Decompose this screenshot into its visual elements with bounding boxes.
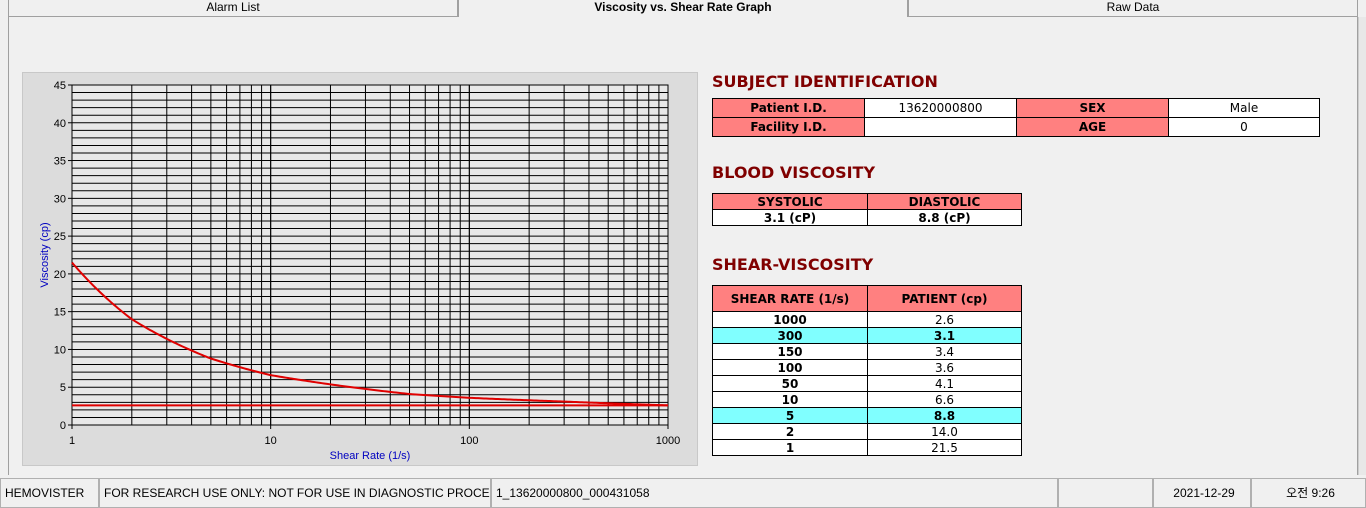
patient-value-cell: 3.1 xyxy=(867,327,1022,344)
y-tick-label: 30 xyxy=(54,193,66,205)
tab-alarm-list[interactable]: Alarm List xyxy=(8,0,458,17)
diastolic-label: DIASTOLIC xyxy=(867,193,1022,210)
plot-area xyxy=(71,84,669,426)
table-row: 1 21.5 xyxy=(712,439,1022,456)
status-time: 오전 9:26 xyxy=(1251,478,1366,508)
sex-label: SEX xyxy=(1016,98,1169,118)
tab-raw-data[interactable]: Raw Data xyxy=(908,0,1358,17)
y-axis-label: Viscosity (cp) xyxy=(39,222,51,287)
systolic-value: 3.1 (cP) xyxy=(712,209,868,226)
patient-value-cell: 14.0 xyxy=(867,423,1022,440)
y-tick-label: 0 xyxy=(60,420,66,432)
status-notice: FOR RESEARCH USE ONLY: NOT FOR USE IN DI… xyxy=(99,478,491,508)
patient-value-cell: 3.4 xyxy=(867,343,1022,360)
series-line xyxy=(71,261,669,407)
shear-rate-cell: 100 xyxy=(712,359,868,376)
table-row: 150 3.4 xyxy=(712,343,1022,360)
y-tick-label: 10 xyxy=(54,344,66,356)
age-value: 0 xyxy=(1168,117,1320,137)
patient-value-cell: 6.6 xyxy=(867,391,1022,408)
patient-value-cell: 21.5 xyxy=(867,439,1022,456)
subject-table: Patient I.D. 13620000800 SEX Male Facility … xyxy=(712,98,1320,137)
patient-value-cell: 2.6 xyxy=(867,311,1022,328)
y-tick-label: 15 xyxy=(54,307,66,319)
tab-bar: Alarm List Viscosity vs. Shear Rate Grap… xyxy=(8,0,1358,17)
patient-value-cell: 3.6 xyxy=(867,359,1022,376)
vertical-scrollbar[interactable] xyxy=(1358,17,1366,475)
status-bar: HEMOVISTER FOR RESEARCH USE ONLY: NOT FO… xyxy=(0,478,1366,508)
shear-rate-cell: 1000 xyxy=(712,311,868,328)
shear-viscosity-title: SHEAR-VISCOSITY xyxy=(712,255,874,274)
shear-rate-cell: 150 xyxy=(712,343,868,360)
status-app-name: HEMOVISTER xyxy=(0,478,99,508)
shear-viscosity-table: SHEAR RATE (1/s) PATIENT (cp) 1000 2.6 300 3… xyxy=(712,285,1022,456)
tab-content-frame xyxy=(8,17,1358,475)
table-row: 1000 2.6 xyxy=(712,311,1022,328)
facility-id-value xyxy=(864,117,1017,137)
table-row: 50 4.1 xyxy=(712,375,1022,392)
y-tick-label: 20 xyxy=(54,269,66,281)
x-tick-label: 1000 xyxy=(656,435,680,447)
patient-value-cell: 8.8 xyxy=(867,407,1022,424)
facility-id-label: Facility I.D. xyxy=(712,117,865,137)
sex-value: Male xyxy=(1168,98,1320,118)
patient-value-cell: 4.1 xyxy=(867,375,1022,392)
x-tick-label: 1 xyxy=(69,435,75,447)
x-tick-label: 10 xyxy=(265,435,277,447)
shear-rate-header: SHEAR RATE (1/s) xyxy=(712,285,868,312)
viscosity-chart: 0 5 10 15 20 25 30 35 40 45 1 10 100 1000 Shear Rate (… xyxy=(39,80,680,462)
patient-id-label: Patient I.D. xyxy=(712,98,865,118)
shear-rate-cell: 10 xyxy=(712,391,868,408)
y-tick-label: 5 xyxy=(60,382,66,394)
shear-rate-cell: 5 xyxy=(712,407,868,424)
blood-viscosity-title: BLOOD VISCOSITY xyxy=(712,163,876,182)
tab-viscosity-graph[interactable]: Viscosity vs. Shear Rate Graph xyxy=(458,0,908,17)
shear-rate-cell: 2 xyxy=(712,423,868,440)
y-tick-label: 35 xyxy=(54,156,66,168)
status-date: 2021-12-29 xyxy=(1153,478,1251,508)
patient-id-value: 13620000800 xyxy=(864,98,1017,118)
y-tick-label: 25 xyxy=(54,231,66,243)
status-blank xyxy=(1058,478,1153,508)
patient-header: PATIENT (cp) xyxy=(867,285,1022,312)
table-row: 5 8.8 xyxy=(712,407,1022,424)
diastolic-value: 8.8 (cP) xyxy=(867,209,1022,226)
systolic-label: SYSTOLIC xyxy=(712,193,868,210)
table-row: 300 3.1 xyxy=(712,327,1022,344)
table-row: 2 14.0 xyxy=(712,423,1022,440)
status-file-id: 1_13620000800_000431058 xyxy=(491,478,1058,508)
age-label: AGE xyxy=(1016,117,1169,137)
y-tick-label: 40 xyxy=(54,118,66,130)
x-axis-label: Shear Rate (1/s) xyxy=(330,450,411,462)
shear-rate-cell: 1 xyxy=(712,439,868,456)
shear-rate-cell: 300 xyxy=(712,327,868,344)
subject-identification-title: SUBJECT IDENTIFICATION xyxy=(712,72,938,91)
x-tick-label: 100 xyxy=(460,435,478,447)
table-row: 10 6.6 xyxy=(712,391,1022,408)
blood-viscosity-table: SYSTOLIC DIASTOLIC 3.1 (cP) 8.8 (cP) xyxy=(712,193,1022,226)
y-tick-label: 45 xyxy=(54,80,66,92)
shear-rate-cell: 50 xyxy=(712,375,868,392)
table-row: 100 3.6 xyxy=(712,359,1022,376)
